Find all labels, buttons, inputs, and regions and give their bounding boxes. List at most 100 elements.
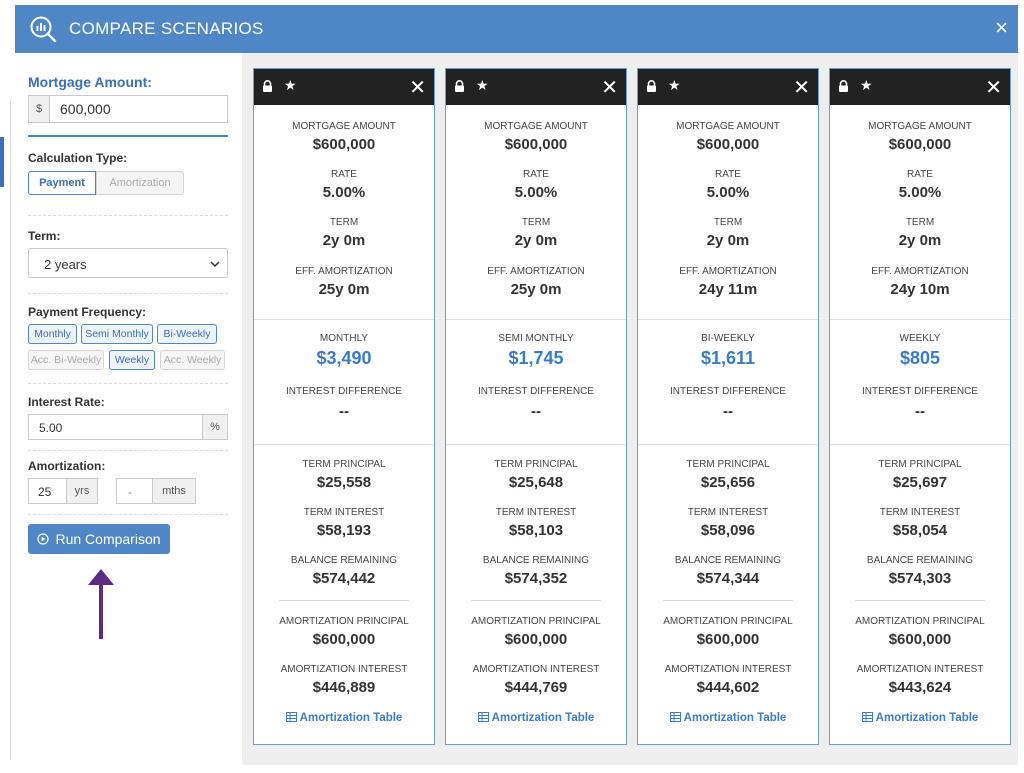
star-icon[interactable]: ★ [668, 77, 681, 93]
table-icon [477, 712, 489, 722]
amortization-years-value[interactable]: 25 [38, 485, 52, 499]
freq-weekly[interactable]: Weekly [109, 350, 155, 370]
close-icon[interactable]: × [995, 15, 1008, 40]
close-card-icon[interactable]: ✕ [601, 77, 618, 99]
amortization-principal-key: AMORTIZATION PRINCIPAL [855, 616, 985, 627]
mortgage-amount-label: Mortgage Amount: [28, 74, 152, 90]
freq-acc-weekly[interactable]: Acc. Weekly [160, 350, 225, 370]
mortgage-amount-value[interactable]: 600,000 [60, 101, 111, 117]
divider [446, 444, 626, 445]
scenario-card-2: ★ ✕ MORTGAGE AMOUNT $600,000 RATE 5.00% … [445, 68, 627, 745]
play-circle-icon [37, 533, 50, 545]
amortization-table-link[interactable]: Amortization Table [830, 712, 1010, 724]
payment-frequency-label: Payment Frequency: [28, 305, 147, 319]
percent-suffix: % [202, 415, 227, 439]
star-icon[interactable]: ★ [476, 77, 489, 93]
lock-icon[interactable] [454, 80, 465, 92]
eff-amortization-key: EFF. AMORTIZATION [487, 266, 585, 277]
freq-semi-monthly[interactable]: Semi Monthly [81, 324, 153, 344]
mortgage-amount-key: MORTGAGE AMOUNT [868, 121, 972, 132]
star-icon[interactable]: ★ [284, 77, 297, 93]
calc-type-payment[interactable]: Payment [28, 171, 96, 195]
dialog-title: COMPARE SCENARIOS [69, 19, 264, 38]
amortization-principal-value: $600,000 [504, 631, 568, 648]
amortization-label: Amortization: [28, 459, 106, 473]
eff-amortization-value: 24y 10m [890, 281, 950, 298]
term-principal-key: TERM PRINCIPAL [302, 459, 386, 470]
term-interest-value: $58,103 [508, 522, 564, 539]
close-card-icon[interactable]: ✕ [409, 77, 426, 99]
rate-key: RATE [331, 169, 357, 180]
interest-rate-value[interactable]: 5.00 [39, 421, 63, 435]
eff-amortization-value: 24y 11m [698, 281, 758, 298]
amortization-months-value[interactable]: - [128, 485, 132, 499]
divider [254, 444, 434, 445]
balance-remaining-key: BALANCE REMAINING [866, 555, 974, 566]
term-key: TERM [905, 217, 935, 228]
term-interest-key: TERM INTEREST [687, 507, 769, 518]
balance-remaining-key: BALANCE REMAINING [482, 555, 590, 566]
amortization-principal-key: AMORTIZATION PRINCIPAL [471, 616, 601, 627]
frequency-key: WEEKLY [899, 333, 941, 344]
mortgage-amount-value: $600,000 [312, 136, 376, 153]
star-icon[interactable]: ★ [860, 77, 873, 93]
amortization-interest-value: $443,624 [888, 679, 952, 696]
eff-amortization-key: EFF. AMORTIZATION [295, 266, 393, 277]
divider [855, 600, 985, 601]
mortgage-amount-value: $600,000 [888, 136, 952, 153]
close-card-icon[interactable]: ✕ [985, 77, 1002, 99]
amortization-table-link[interactable]: Amortization Table [638, 712, 818, 724]
background-panel-edge [0, 0, 15, 773]
freq-acc-bi-weekly[interactable]: Acc. Bi-Weekly [28, 350, 104, 370]
balance-remaining-value: $574,352 [504, 570, 568, 587]
term-select[interactable]: 2 years [28, 248, 228, 278]
mortgage-amount-key: MORTGAGE AMOUNT [292, 121, 396, 132]
rate-key: RATE [523, 169, 549, 180]
amortization-principal-key: AMORTIZATION PRINCIPAL [663, 616, 793, 627]
table-icon [285, 712, 297, 722]
eff-amortization-key: EFF. AMORTIZATION [871, 266, 969, 277]
close-card-icon[interactable]: ✕ [793, 77, 810, 99]
lock-icon[interactable] [838, 80, 849, 92]
interest-difference-value: -- [915, 403, 925, 420]
term-principal-key: TERM PRINCIPAL [878, 459, 962, 470]
balance-remaining-value: $574,344 [696, 570, 760, 587]
term-key: TERM [329, 217, 359, 228]
mortgage-amount-key: MORTGAGE AMOUNT [484, 121, 588, 132]
currency-prefix: $ [29, 96, 50, 122]
separator [28, 293, 228, 294]
payment-value: $1,611 [700, 348, 756, 368]
amortization-years-field[interactable]: 25 yrs [28, 478, 98, 504]
term-principal-key: TERM PRINCIPAL [686, 459, 770, 470]
card-toolbar: ★ ✕ [830, 69, 1010, 105]
amortization-interest-value: $444,602 [696, 679, 760, 696]
divider [10, 100, 11, 760]
divider [279, 600, 409, 601]
amortization-table-link[interactable]: Amortization Table [446, 712, 626, 724]
eff-amortization-value: 25y 0m [318, 281, 370, 298]
amortization-principal-value: $600,000 [696, 631, 760, 648]
run-comparison-button[interactable]: Run Comparison [28, 524, 170, 554]
calc-type-amortization[interactable]: Amortization [96, 171, 184, 195]
interest-rate-field[interactable]: 5.00 % [28, 414, 228, 440]
divider [663, 600, 793, 601]
separator [28, 383, 228, 384]
lock-icon[interactable] [262, 80, 273, 92]
freq-bi-weekly[interactable]: Bi-Weekly [157, 324, 217, 344]
freq-monthly[interactable]: Monthly [28, 324, 77, 344]
card-toolbar: ★ ✕ [638, 69, 818, 105]
mortgage-amount-field[interactable]: $ 600,000 [28, 95, 228, 123]
divider [638, 444, 818, 445]
amortization-months-field[interactable]: - mths [116, 478, 196, 504]
frequency-key: BI-WEEKLY [701, 333, 755, 344]
interest-difference-key: INTEREST DIFFERENCE [862, 386, 978, 397]
amortization-table-label: Amortization Table [683, 712, 787, 724]
term-interest-value: $58,193 [316, 522, 372, 539]
scenario-card-1: ★ ✕ MORTGAGE AMOUNT $600,000 RATE 5.00% … [253, 68, 435, 745]
amortization-table-link[interactable]: Amortization Table [254, 712, 434, 724]
rate-key: RATE [907, 169, 933, 180]
divider [830, 444, 1010, 445]
amortization-principal-value: $600,000 [888, 631, 952, 648]
lock-icon[interactable] [646, 80, 657, 92]
payment-value: $3,490 [316, 348, 372, 368]
